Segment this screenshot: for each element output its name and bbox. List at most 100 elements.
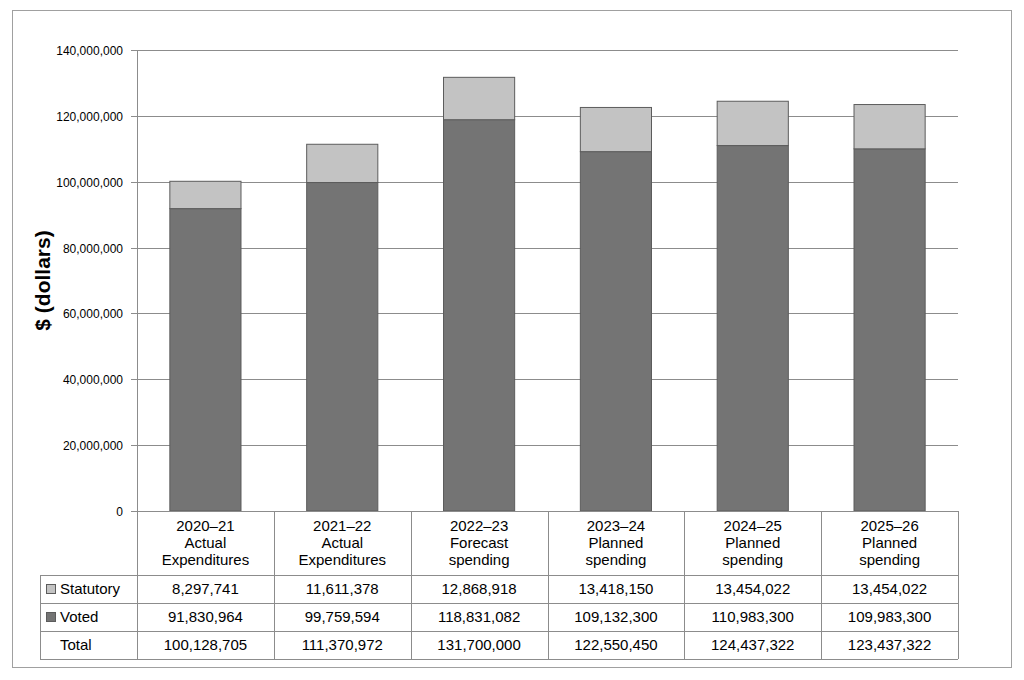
table-line [40,575,958,576]
total-value: 123,437,322 [848,636,931,653]
tick-mark [131,50,137,51]
grid: 020,000,00040,000,00060,000,00080,000,00… [56,44,958,519]
bars [170,77,925,511]
data-table: 2020–21ActualExpenditures2021–22ActualEx… [40,511,959,660]
total-value: 124,437,322 [711,636,794,653]
table-line [40,575,41,659]
total-label: Total [60,636,92,653]
category-line: Expenditures [298,551,386,568]
category-line: Planned [862,534,917,551]
total-value: 122,550,450 [574,636,657,653]
category-line: Planned [725,534,780,551]
table-line [40,659,958,660]
bar [170,209,241,511]
legend-entry: Statutory [60,580,121,597]
total-cell [685,632,820,658]
table-value: 13,454,022 [852,580,927,597]
tick-mark [131,182,137,183]
category-line: Actual [185,534,227,551]
table-value: 13,454,022 [715,580,790,597]
category-line: spending [859,551,920,568]
legend-swatch [47,585,56,594]
category-label: 2025–26Plannedspending [859,517,920,568]
tick-label: 140,000,000 [56,44,123,58]
table-value: 91,830,964 [168,608,243,625]
tick-mark [131,445,137,446]
tick-label: 100,000,000 [56,176,123,190]
table-line [40,631,958,632]
tick-label: 80,000,000 [63,242,123,256]
bar [580,152,651,511]
category-line: Actual [321,534,363,551]
category-line: Planned [588,534,643,551]
tick-label: 0 [116,505,123,519]
bar [307,183,378,511]
table-line [958,511,959,659]
table-value: 110,983,300 [712,608,794,625]
table-value: 109,132,300 [574,608,657,625]
y-axis-title: $ (dollars) [31,230,54,330]
tick-mark [131,511,137,512]
bar [444,77,515,119]
total-value: 100,128,705 [164,636,247,653]
table-value: 99,759,594 [305,608,380,625]
category-label: 2024–25Plannedspending [722,517,783,568]
grid-line [137,379,958,380]
category-line: 2024–25 [724,517,782,534]
total-value: 131,700,000 [437,636,520,653]
grid-line [137,445,958,446]
category-line: 2022–23 [450,517,508,534]
grid-line [137,248,958,249]
bar [307,144,378,182]
bar [170,181,241,208]
tick-label: 60,000,000 [63,307,123,321]
bar [580,107,651,151]
category-label: 2023–24Plannedspending [585,517,646,568]
table-value: 12,868,918 [442,580,517,597]
bar [854,149,925,511]
table-line [411,511,412,659]
grid-line [137,313,958,314]
table-line [40,603,958,604]
table-value: 118,831,082 [438,608,520,625]
category-label: 2022–23Forecastspending [449,517,510,568]
total-cell [549,632,684,658]
table-line [274,511,275,659]
bar [854,105,925,149]
category-line: spending [722,551,783,568]
category-line: 2025–26 [860,517,918,534]
table-line [137,511,958,512]
table-line [821,511,822,659]
table-value: 11,611,378 [306,580,379,597]
category-label: 2020–21ActualExpenditures [162,517,250,568]
category-line: 2023–24 [587,517,645,534]
category-line: Expenditures [162,551,250,568]
tick-mark [131,313,137,314]
category-line: Forecast [450,534,509,551]
tick-label: 120,000,000 [56,110,123,124]
category-line: spending [449,551,510,568]
y-axis [137,50,138,511]
grid-line [137,116,958,117]
tick-label: 20,000,000 [63,439,123,453]
grid-line [137,182,958,183]
chart: 020,000,00040,000,00060,000,00080,000,00… [0,0,1024,680]
tick-mark [131,379,137,380]
tick-mark [131,116,137,117]
legend-entry: Voted [60,608,98,625]
total-cell [138,632,273,658]
grid-line [137,50,958,51]
category-line: spending [585,551,646,568]
frame [13,11,1012,668]
total-value: 111,370,972 [302,636,383,653]
bar [444,120,515,511]
category-label: 2021–22ActualExpenditures [298,517,386,568]
total-cell [275,632,410,658]
table-value: 109,983,300 [848,608,931,625]
total-cell [822,632,957,658]
legend-swatch [47,613,56,622]
table-line [137,511,138,659]
category-line: 2020–21 [176,517,234,534]
grid-line [137,511,958,512]
category-line: 2021–22 [313,517,371,534]
